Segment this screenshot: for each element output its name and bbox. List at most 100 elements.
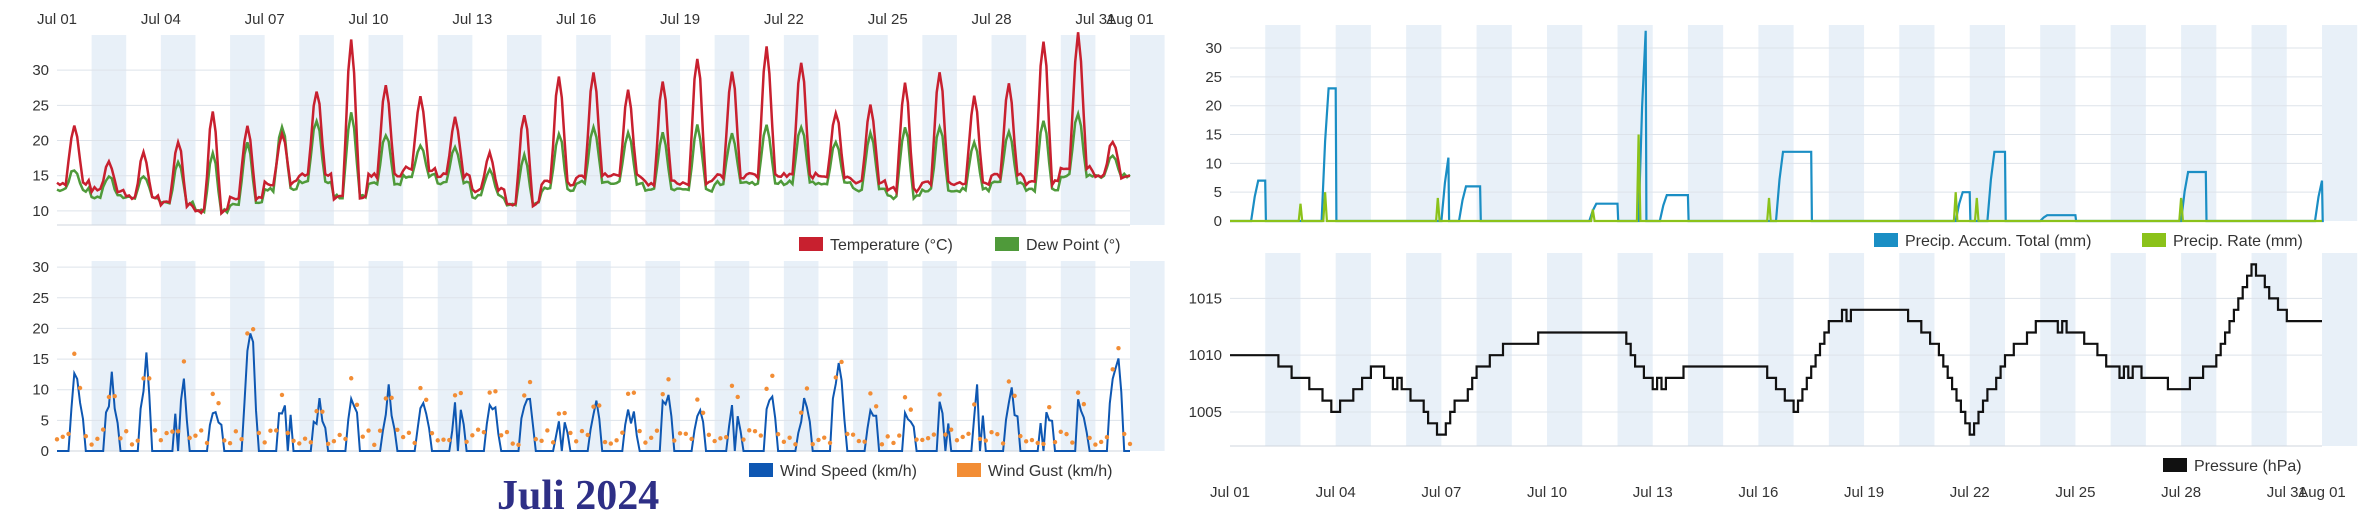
date-tick-label: Jul 04 bbox=[1316, 484, 1356, 501]
wind-gust-point bbox=[418, 385, 423, 391]
date-tick-label: Aug 01 bbox=[1106, 11, 1154, 28]
wind-gust-point bbox=[1093, 442, 1098, 447]
wind-gust-point bbox=[793, 442, 798, 447]
legend-swatch-wind-speed bbox=[749, 463, 773, 477]
wind-gust-point bbox=[914, 437, 919, 442]
pressure-line bbox=[1230, 263, 2322, 436]
day-band bbox=[1828, 253, 1865, 446]
legend-label-pressure: Pressure (hPa) bbox=[2194, 458, 2302, 475]
wind-gust-point bbox=[568, 430, 573, 436]
day-band bbox=[1828, 25, 1865, 221]
wind-gust-point bbox=[556, 411, 562, 416]
wind-gust-point bbox=[533, 436, 539, 442]
wind-gust-point bbox=[331, 438, 337, 444]
legend-label-precip-total: Precip. Accum. Total (mm) bbox=[1905, 233, 2091, 250]
wind-gust-point bbox=[135, 438, 140, 443]
day-band bbox=[368, 261, 404, 451]
legend-swatch-temperature bbox=[799, 237, 823, 251]
date-tick-label: Jul 19 bbox=[660, 11, 700, 28]
day-band bbox=[1335, 253, 1371, 446]
wind-gust-point bbox=[937, 392, 942, 397]
wind-gust-point bbox=[337, 432, 342, 438]
y-tick-label: 25 bbox=[1205, 69, 1222, 86]
day-band bbox=[991, 261, 1027, 451]
wind-gust-point bbox=[954, 438, 960, 443]
wind-gust-point bbox=[1081, 401, 1087, 407]
wind-gust-point bbox=[470, 433, 475, 438]
wind-gust-point bbox=[1064, 431, 1069, 437]
wind-gust-point bbox=[781, 439, 787, 445]
day-band bbox=[299, 35, 334, 225]
y-tick-label: 30 bbox=[32, 259, 49, 276]
wind-gust-point bbox=[320, 409, 325, 414]
wind-gust-point bbox=[989, 429, 994, 435]
wind-gust-point bbox=[204, 440, 210, 446]
day-band bbox=[1758, 25, 1794, 221]
wind-gust-point bbox=[72, 351, 77, 356]
wind-gust-point bbox=[141, 376, 146, 381]
day-band bbox=[1060, 35, 1096, 225]
wind-gust-point bbox=[960, 434, 965, 440]
wind-gust-point bbox=[199, 428, 204, 433]
wind-gust-point bbox=[129, 442, 135, 447]
wind-gust-point bbox=[1104, 435, 1110, 440]
wind-gust-point bbox=[354, 402, 360, 407]
wind-gust-point bbox=[516, 442, 521, 448]
wind-gust-point bbox=[827, 440, 833, 446]
wind-gust-point bbox=[222, 438, 227, 443]
date-tick-label: Jul 25 bbox=[2055, 484, 2095, 501]
wind-gust-point bbox=[118, 436, 123, 441]
pressure-legend: Pressure (hPa) bbox=[2163, 458, 2302, 475]
wind-gust-point bbox=[343, 436, 348, 442]
day-band bbox=[437, 261, 473, 451]
wind-gust-point bbox=[1035, 440, 1040, 446]
day-band bbox=[1406, 25, 1442, 221]
wind-gust-point bbox=[706, 432, 712, 438]
wind-gust-point bbox=[948, 427, 954, 432]
day-band bbox=[1547, 25, 1583, 221]
wind-gust-point bbox=[89, 442, 94, 447]
wind-speed-line bbox=[57, 333, 1130, 452]
wind-gust-point bbox=[291, 438, 296, 444]
wind-gust-point bbox=[383, 396, 389, 401]
date-tick-label: Jul 22 bbox=[764, 11, 804, 28]
wind-gust-point bbox=[158, 438, 164, 443]
wind-gust-point bbox=[1087, 435, 1092, 441]
wind-gust-point bbox=[689, 436, 694, 442]
wind-gust-point bbox=[868, 391, 873, 396]
y-tick-label: 30 bbox=[32, 62, 49, 79]
wind-gust-point bbox=[631, 390, 637, 395]
month-caption: Juli 2024 bbox=[497, 473, 660, 519]
wind-legend: Wind Speed (km/h) Wind Gust (km/h) bbox=[749, 463, 1112, 480]
wind-gust-point bbox=[1127, 441, 1133, 447]
wind-gust-point bbox=[1047, 404, 1052, 410]
wind-gust-point bbox=[274, 428, 279, 433]
wind-gust-point bbox=[475, 427, 481, 432]
date-tick-label: Jul 28 bbox=[972, 11, 1012, 28]
wind-gust-point bbox=[366, 428, 371, 433]
day-band bbox=[1687, 25, 1724, 221]
temperature-chart: 10 15 20 25 30 bbox=[32, 32, 1165, 226]
wind-gust-point bbox=[181, 359, 187, 364]
y-tick-label: 0 bbox=[41, 443, 49, 460]
top-date-axis: Jul 01 Jul 04 Jul 07 Jul 10 Jul 13 Jul 16 Jul … bbox=[37, 11, 1154, 28]
precip-legend: Precip. Accum. Total (mm) Precip. Rate (… bbox=[1874, 233, 2303, 250]
day-band bbox=[714, 261, 750, 451]
legend-swatch-precip-total bbox=[1874, 233, 1898, 247]
wind-gust-point bbox=[285, 430, 290, 436]
wind-gust-point bbox=[925, 436, 931, 441]
wind-gust-point bbox=[308, 440, 314, 445]
wind-gust-point bbox=[481, 429, 487, 435]
y-tick-label: 1015 bbox=[1189, 290, 1222, 307]
y-tick-label: 10 bbox=[32, 382, 49, 399]
date-tick-label: Jul 10 bbox=[1527, 484, 1567, 501]
day-band bbox=[714, 35, 750, 225]
day-band bbox=[1687, 253, 1724, 446]
date-tick-label: Jul 13 bbox=[452, 11, 492, 28]
wind-gust-point bbox=[775, 431, 781, 437]
wind-gust-point bbox=[764, 386, 769, 392]
wind-gust-point bbox=[718, 436, 723, 441]
wind-gust-point bbox=[747, 428, 752, 433]
day-band bbox=[1265, 25, 1301, 221]
